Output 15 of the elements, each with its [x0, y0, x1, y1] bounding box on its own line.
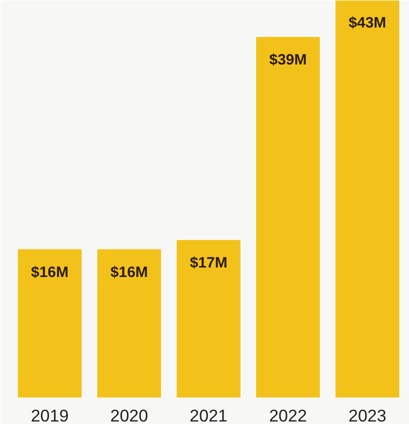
- x-tick-label: 2020: [110, 406, 148, 424]
- data-label: $17M: [190, 254, 228, 272]
- x-tick-label: 2021: [190, 406, 228, 424]
- data-label: $16M: [110, 264, 148, 281]
- x-tick-label: 2023: [348, 406, 386, 424]
- bar: [176, 240, 240, 398]
- data-label: $43M: [348, 14, 386, 32]
- x-tick-label: 2019: [30, 406, 69, 424]
- data-label: $16M: [30, 264, 69, 281]
- bar: [97, 249, 162, 398]
- bar: [18, 249, 82, 398]
- x-tick-label: 2022: [269, 406, 307, 424]
- bar: [256, 36, 320, 398]
- bar: [336, 0, 400, 398]
- data-label: $39M: [269, 51, 307, 68]
